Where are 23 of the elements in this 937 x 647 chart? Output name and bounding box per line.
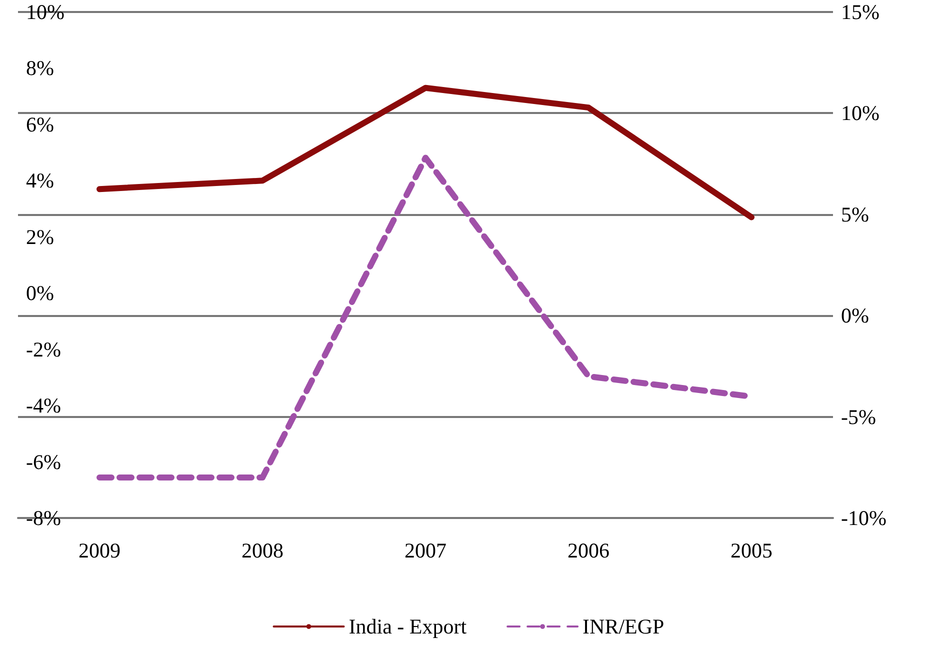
legend-label: INR/EGP <box>582 614 664 638</box>
y-tick-label: -2% <box>26 337 61 362</box>
legend-label: India - Export <box>348 614 467 638</box>
x-tick-label: 2006 <box>568 538 610 562</box>
y-tick-label: 4% <box>26 168 54 193</box>
x-tick-label: 2005 <box>730 538 772 562</box>
x-tick-label: 2009 <box>78 538 120 562</box>
y2-tick-label: 10% <box>841 101 880 126</box>
y-tick-label: -6% <box>26 450 61 474</box>
x-tick-label: 2007 <box>404 538 446 562</box>
y-tick-label: -4% <box>26 394 61 418</box>
y-tick-label: 6% <box>26 112 54 136</box>
x-tick-label: 2008 <box>242 538 284 562</box>
y-tick-label: 2% <box>26 224 54 249</box>
y2-tick-label: 5% <box>841 202 869 226</box>
y-tick-label: -8% <box>26 506 61 530</box>
y-tick-label: 8% <box>26 56 54 80</box>
y-tick-label: 10% <box>26 0 64 24</box>
y2-tick-label: 15% <box>841 0 880 24</box>
y2-tick-label: 0% <box>841 304 869 328</box>
y-tick-label: 0% <box>26 281 54 306</box>
y2-tick-label: -10% <box>841 506 886 530</box>
y2-tick-label: -5% <box>841 404 876 429</box>
